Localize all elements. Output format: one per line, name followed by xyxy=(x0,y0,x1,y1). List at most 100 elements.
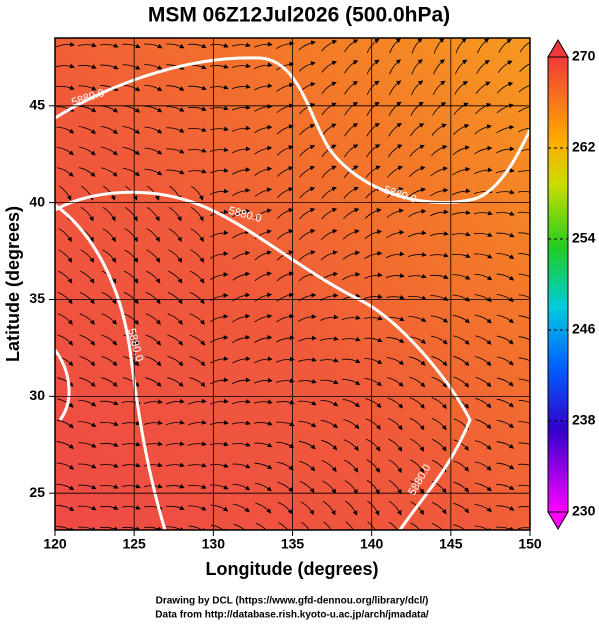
streamline xyxy=(431,417,447,431)
streamline xyxy=(342,229,360,240)
streamline xyxy=(210,251,229,259)
streamline xyxy=(321,39,338,52)
streamline xyxy=(319,314,339,321)
streamline xyxy=(409,417,425,431)
streamline xyxy=(188,85,207,90)
title: MSM 06Z12Jul2026 (500.0hPa) xyxy=(148,4,450,27)
x-axis-label: Longitude (degrees) xyxy=(205,559,378,579)
streamline xyxy=(343,419,360,430)
streamline xyxy=(475,356,492,367)
streamline xyxy=(476,60,490,74)
streamline xyxy=(101,292,117,305)
streamline xyxy=(497,60,513,74)
streamline xyxy=(56,85,75,90)
streamline xyxy=(344,60,359,74)
streamline xyxy=(364,250,383,260)
streamline xyxy=(100,505,119,510)
streamline xyxy=(78,126,96,134)
streamline xyxy=(57,313,73,325)
streamline xyxy=(322,480,336,494)
streamline xyxy=(121,505,141,510)
streamline xyxy=(187,398,207,405)
streamline xyxy=(299,144,316,157)
streamline xyxy=(210,314,229,322)
streamline xyxy=(408,295,427,300)
streamline xyxy=(188,525,207,530)
streamline xyxy=(475,440,492,450)
streamline xyxy=(387,377,404,387)
streamline xyxy=(496,377,514,387)
streamline xyxy=(57,377,74,387)
streamline xyxy=(121,420,141,426)
streamline xyxy=(451,231,471,237)
streamline xyxy=(452,314,470,324)
streamline xyxy=(145,377,162,387)
streamline xyxy=(210,524,228,530)
streamline xyxy=(388,479,402,495)
streamline xyxy=(299,228,316,240)
streamline xyxy=(166,85,185,91)
streamline xyxy=(209,64,229,69)
streamline xyxy=(364,208,382,219)
streamline xyxy=(55,63,75,69)
streamline xyxy=(388,521,398,530)
streamline xyxy=(79,313,95,325)
streamline xyxy=(59,185,72,201)
streamline xyxy=(231,420,251,426)
streamline xyxy=(474,253,493,259)
streamline xyxy=(144,147,163,155)
streamline xyxy=(231,42,251,48)
streamline xyxy=(386,208,404,219)
streamline xyxy=(121,462,141,468)
streamline xyxy=(276,124,294,135)
streamline xyxy=(342,358,361,363)
streamline xyxy=(143,505,163,510)
streamline xyxy=(474,525,493,530)
streamline xyxy=(363,272,383,280)
streamline xyxy=(366,479,380,495)
streamline xyxy=(56,526,75,530)
streamline xyxy=(408,208,427,218)
streamline xyxy=(253,399,273,405)
streamline xyxy=(474,335,492,345)
streamline xyxy=(124,270,139,284)
streamline xyxy=(58,228,72,243)
streamline xyxy=(165,462,185,468)
streamline xyxy=(144,64,163,70)
streamline xyxy=(386,229,405,239)
streamline xyxy=(79,167,96,178)
streamline xyxy=(299,102,316,115)
streamline xyxy=(100,421,119,426)
streamline xyxy=(453,481,470,493)
streamline xyxy=(190,270,205,284)
streamline xyxy=(342,250,361,260)
streamline xyxy=(255,522,267,530)
streamline xyxy=(232,187,251,196)
streamline xyxy=(232,167,251,175)
streamline xyxy=(254,313,273,323)
streamline xyxy=(276,271,294,282)
streamline xyxy=(495,189,515,195)
streamline xyxy=(474,273,493,281)
streamline xyxy=(429,252,449,258)
streamline xyxy=(78,484,97,490)
streamline xyxy=(102,228,116,243)
streamline xyxy=(387,144,403,158)
streamline xyxy=(56,106,75,112)
streamline xyxy=(100,85,119,92)
colorbar-tick-label: 238 xyxy=(572,412,596,428)
streamline xyxy=(278,522,289,530)
streamline xyxy=(345,500,358,516)
streamline xyxy=(277,501,293,515)
streamline xyxy=(475,397,492,409)
streamline xyxy=(300,501,314,516)
streamline xyxy=(165,398,185,405)
streamline xyxy=(344,144,359,158)
colorbar xyxy=(547,39,569,530)
streamline xyxy=(101,377,118,387)
streamline xyxy=(144,43,163,49)
streamline xyxy=(210,272,229,280)
streamline xyxy=(209,420,229,426)
streamline xyxy=(188,505,207,511)
streamline xyxy=(341,336,361,342)
